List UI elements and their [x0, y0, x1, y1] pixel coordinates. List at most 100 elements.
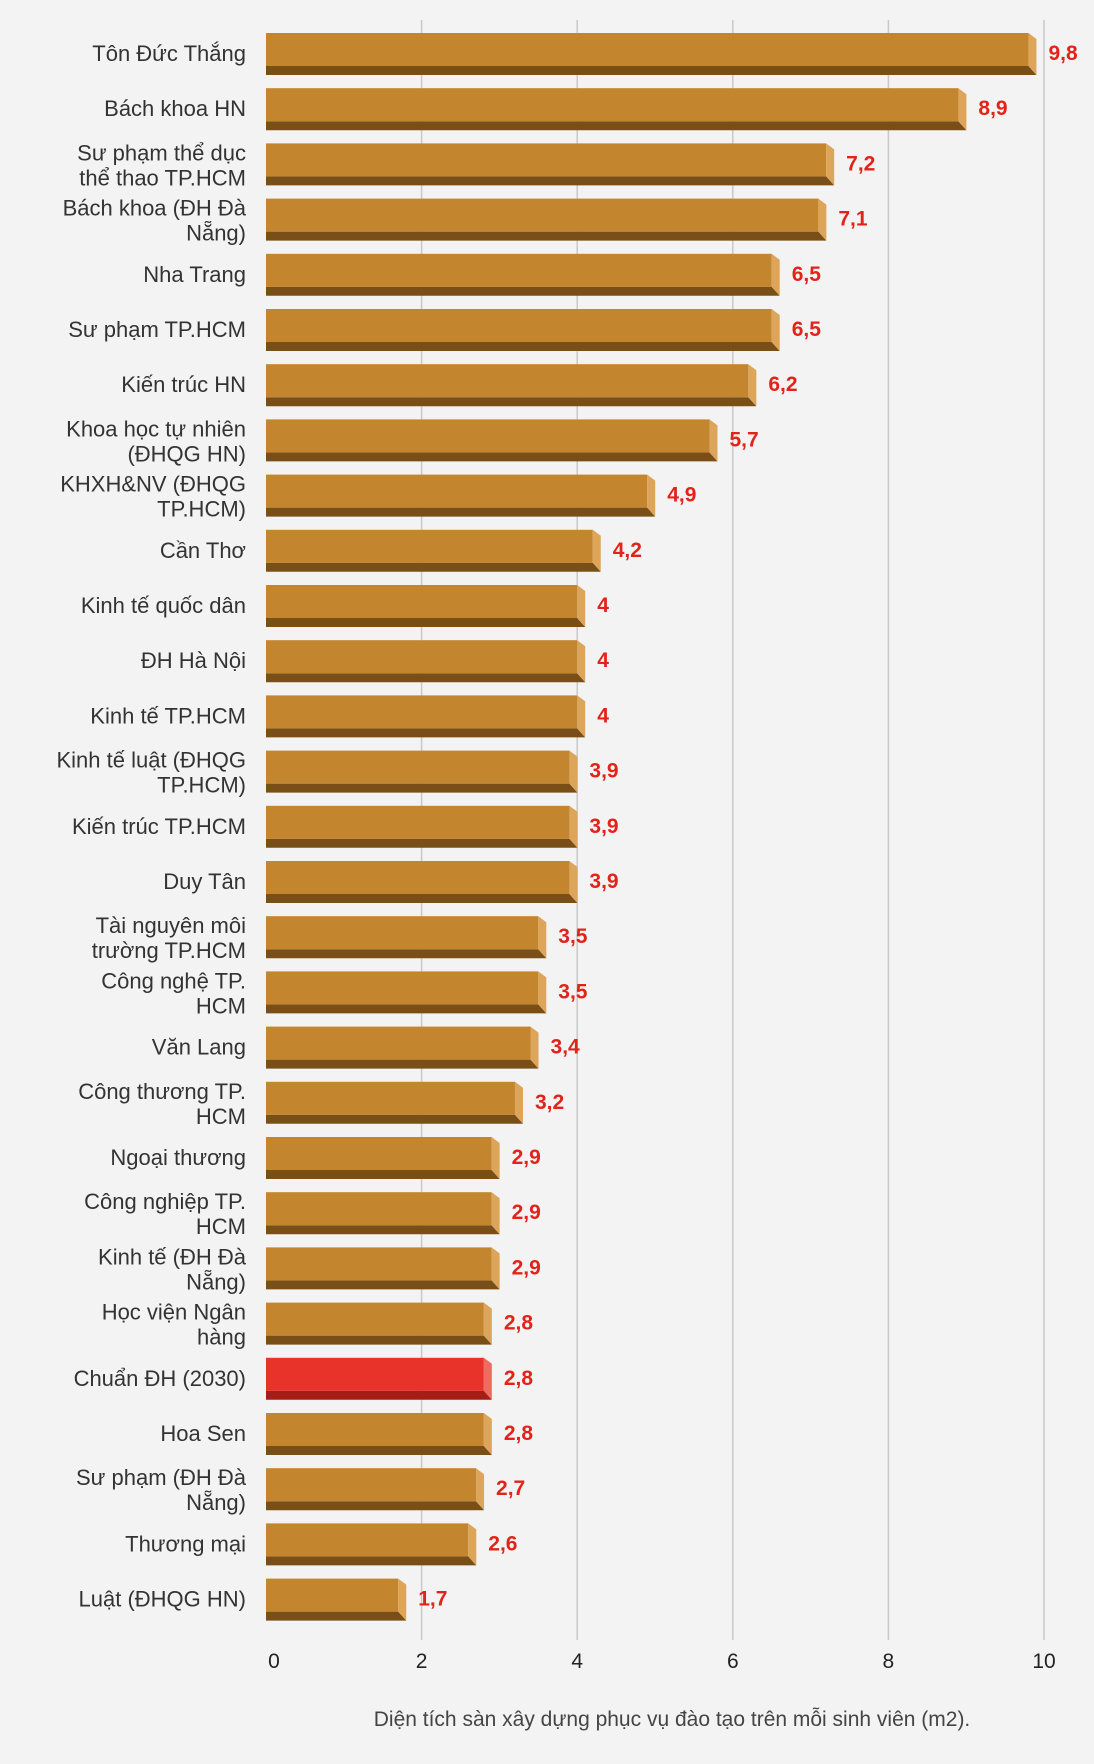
bar: [266, 143, 835, 186]
bar-shadow: [266, 1335, 492, 1345]
bar-side: [1028, 33, 1037, 75]
bar: [266, 750, 578, 793]
bar-face: [266, 1026, 531, 1060]
x-tick-label: 6: [727, 1650, 739, 1673]
bar-face: [266, 640, 578, 674]
bar-side: [748, 364, 757, 407]
category-label: Bách khoa HN: [104, 96, 246, 121]
bar-side: [592, 529, 601, 572]
bar-shadow: [266, 728, 586, 738]
bar-shadow: [266, 397, 757, 407]
bar-shadow: [266, 1059, 539, 1069]
bar-shadow: [266, 1004, 547, 1014]
bar: [266, 88, 967, 131]
value-label: 9,8: [1048, 42, 1078, 65]
bar-side: [491, 1192, 500, 1235]
bar-side: [647, 474, 656, 517]
bar-shadow: [266, 66, 1037, 75]
category-label: Cần Thơ: [160, 538, 246, 563]
x-tick-label: 8: [883, 1650, 895, 1673]
value-label: 4: [597, 594, 609, 617]
bar-face: [266, 33, 1029, 66]
bar-shadow: [266, 562, 601, 572]
value-label: 3,9: [589, 870, 618, 893]
bar: [266, 695, 586, 738]
bar: [266, 1413, 492, 1455]
category-label: Khoa học tự nhiên (ĐHQG HN): [66, 416, 246, 466]
bar: [266, 971, 547, 1014]
value-label: 2,8: [504, 1367, 534, 1390]
value-label: 4,2: [613, 539, 642, 562]
bar: [266, 1468, 485, 1511]
bar-side: [826, 143, 835, 186]
value-label: 3,9: [589, 760, 618, 783]
bar-shadow: [266, 618, 586, 627]
category-label: Hoa Sen: [160, 1421, 246, 1446]
bar-shadow: [266, 1611, 407, 1621]
category-label: Luật (ĐHQG HN): [79, 1587, 246, 1612]
value-label: 7,1: [838, 208, 868, 231]
bar-face: [266, 1523, 469, 1557]
bar: [266, 529, 601, 572]
bar: [266, 309, 780, 351]
bar-side: [398, 1578, 407, 1621]
bar-shadow: [266, 286, 780, 296]
bar: [266, 916, 547, 959]
value-label: 2,8: [504, 1312, 534, 1335]
bar: [266, 640, 586, 683]
bar-side: [577, 585, 586, 627]
bar-shadow: [266, 1225, 500, 1235]
bar-side: [818, 198, 827, 241]
bar: [266, 1247, 500, 1290]
category-label: Sư phạm (ĐH Đà Nẵng): [76, 1465, 247, 1515]
bar-side: [483, 1302, 492, 1345]
value-label: 6,5: [792, 263, 822, 286]
bar-side: [569, 750, 578, 793]
bar: [266, 1578, 407, 1621]
category-label: KHXH&NV (ĐHQG TP.HCM): [60, 472, 246, 522]
bar-side: [569, 861, 578, 903]
value-label: 3,5: [558, 925, 588, 948]
category-label: Công nghệ TP. HCM: [101, 968, 246, 1018]
x-tick-label: 2: [416, 1650, 428, 1673]
bar-shadow: [266, 1556, 477, 1566]
bar-face: [266, 1578, 399, 1612]
bar-side: [514, 1081, 523, 1124]
bar-face: [266, 1413, 484, 1446]
bar-face: [266, 474, 648, 508]
bar-side: [491, 1137, 500, 1179]
bar: [266, 1523, 477, 1566]
bar-shadow: [266, 673, 586, 683]
bar: [266, 474, 656, 517]
value-label: 4: [597, 704, 609, 727]
category-label: Văn Lang: [152, 1035, 246, 1060]
bar-shadow: [266, 894, 578, 903]
value-label: 8,9: [978, 97, 1007, 120]
bar-side: [491, 1247, 500, 1290]
bar-side: [476, 1468, 485, 1511]
value-label: 3,4: [551, 1036, 581, 1059]
bar-face: [266, 805, 570, 839]
bar-face: [266, 1137, 492, 1170]
category-label: Tài nguyên môi trường TP.HCM: [92, 913, 246, 963]
bar: [266, 1192, 500, 1235]
bar-face: [266, 971, 539, 1005]
bar-face: [266, 88, 959, 122]
category-label: Kinh tế quốc dân: [81, 593, 246, 618]
x-axis-label: Diện tích sàn xây dựng phục vụ đào tạo t…: [373, 1708, 971, 1731]
bar-face: [266, 364, 749, 398]
value-label: 2,9: [512, 1201, 541, 1224]
bar: [266, 1137, 500, 1179]
bar: [266, 585, 586, 627]
bar-shadow: [266, 1170, 500, 1179]
bar-shadow: [266, 838, 578, 848]
bar: [266, 861, 578, 903]
value-label: 3,5: [558, 980, 588, 1003]
value-label: 3,9: [589, 815, 618, 838]
bar-face: [266, 1192, 492, 1226]
bar-shadow: [266, 1501, 485, 1511]
bar-face: [266, 198, 819, 232]
category-label: Tôn Đức Thắng: [92, 41, 246, 66]
category-label: Chuẩn ĐH (2030): [74, 1366, 246, 1391]
bar-shadow: [266, 231, 827, 241]
